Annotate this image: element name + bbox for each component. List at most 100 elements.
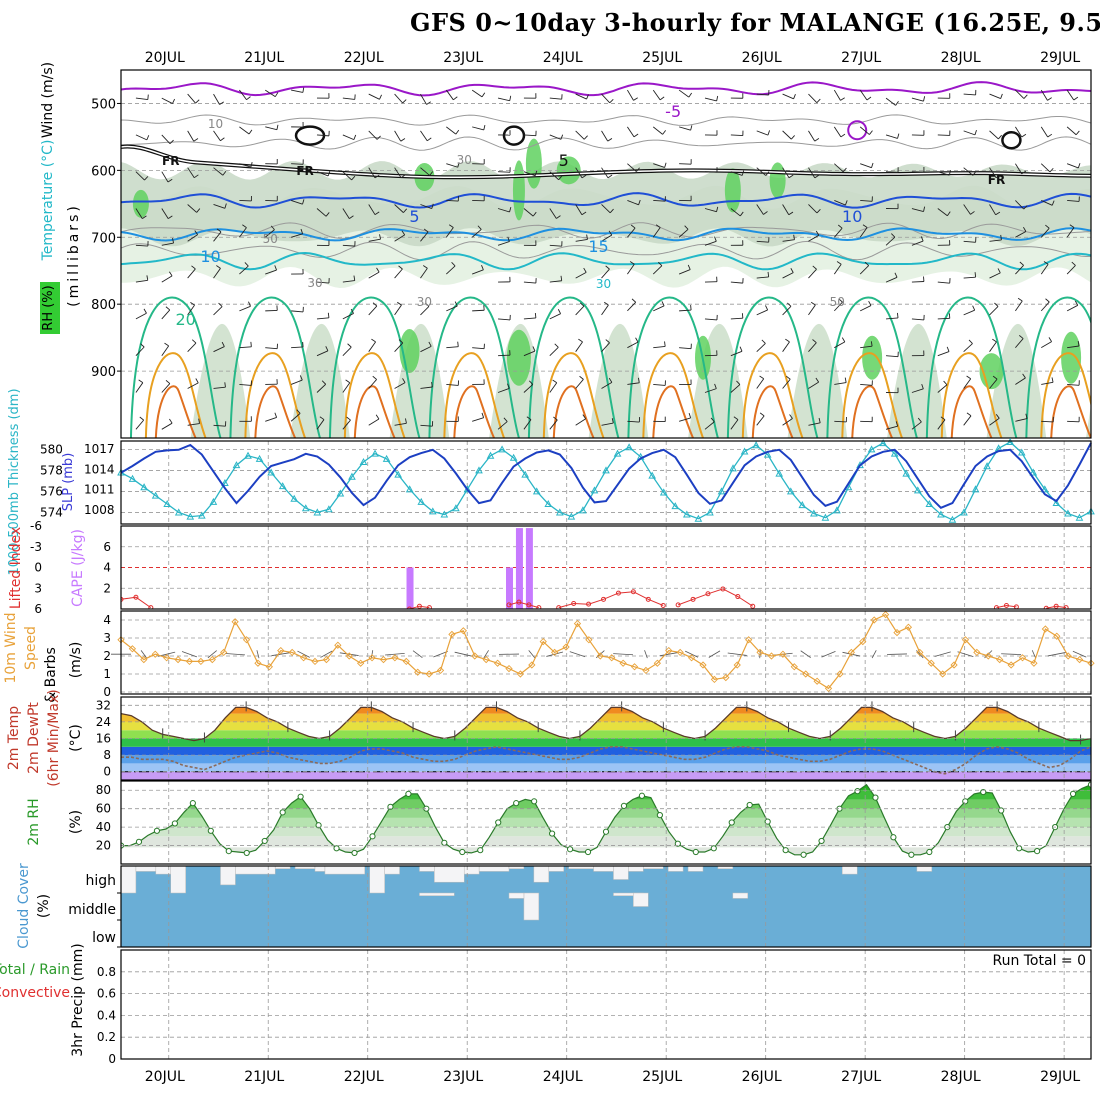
- wind-barb: [471, 229, 482, 238]
- thickness-point: [325, 505, 333, 513]
- wind-barb-flag: [220, 137, 225, 142]
- thickness-point: [140, 483, 148, 491]
- wind-barb: [523, 208, 534, 217]
- cloud-clear-block: [508, 892, 525, 899]
- contour-label: 10: [200, 247, 220, 266]
- lifted-tick-label: -6: [30, 519, 42, 533]
- rh-point: [854, 788, 861, 795]
- wind-barb-flag: [948, 170, 952, 176]
- wind-barb: [834, 200, 846, 206]
- temp-contour-25: [940, 352, 1003, 438]
- wind-speed-point: [996, 655, 1004, 664]
- lifted-index-point: [735, 594, 741, 600]
- wind-barb: [678, 269, 691, 275]
- wind-barb: [989, 272, 1001, 279]
- cloud-clear-block: [135, 865, 157, 872]
- wind-barb: [937, 134, 950, 136]
- wind-barb: [549, 346, 559, 357]
- wind-barb-flag: [1077, 163, 1081, 169]
- cloud-clear-block: [633, 892, 649, 907]
- wind-barb-flag: [688, 413, 692, 419]
- wind-barb: [989, 130, 999, 140]
- temp-contour-25: [642, 352, 704, 438]
- rh-point: [441, 839, 448, 846]
- date-label-top: 22JUL: [344, 50, 384, 66]
- wind-barb-flag: [970, 211, 975, 215]
- rh-point: [818, 837, 825, 845]
- wind-barb: [213, 386, 226, 389]
- wind-barb-flag: [716, 95, 719, 102]
- rh-point: [710, 845, 717, 852]
- wind-barb: [264, 229, 275, 238]
- wind-barb-flag: [146, 135, 150, 141]
- wind-barb-flag: [586, 234, 588, 240]
- rh-point: [459, 848, 466, 856]
- cape-bar: [525, 528, 533, 609]
- wind-barb: [963, 343, 973, 353]
- lifted-index-point: [526, 602, 532, 608]
- precip-frame: [120, 949, 1092, 1060]
- wind-barb: [394, 167, 402, 179]
- wind-barb: [627, 200, 639, 206]
- wind-barb-flag: [248, 129, 253, 135]
- temp-contour-30: [353, 385, 396, 438]
- wind-barb-flag: [1048, 337, 1053, 342]
- wind-speed-point: [756, 648, 764, 657]
- cape-frame: [120, 525, 1092, 610]
- wind-speed-point: [505, 664, 513, 673]
- wind-barb: [161, 345, 170, 356]
- lifted-index-point: [416, 603, 422, 609]
- wind-barb: [575, 418, 586, 426]
- wind-barb: [1015, 163, 1023, 175]
- wind-barb: [446, 126, 457, 135]
- wind-speed-point: [767, 652, 776, 660]
- precip-tick-label: 0: [108, 1052, 116, 1066]
- wind-barb-flag: [426, 101, 431, 105]
- lifted-index-point: [586, 601, 592, 607]
- lifted-index-point: [426, 605, 432, 609]
- wind-barb: [808, 422, 821, 426]
- wind-barb: [1066, 126, 1077, 136]
- wind-barb-flag: [638, 199, 641, 205]
- wind-barb-flag: [534, 312, 537, 319]
- temp-band: [121, 738, 1091, 747]
- ylabel-barbs: & Barbs: [43, 647, 59, 703]
- wind-barb-flag: [532, 346, 536, 352]
- wind-barb: [420, 306, 430, 316]
- wind-barb: [213, 130, 221, 141]
- contour-label: FR: [296, 164, 313, 178]
- wind-barb-flag: [767, 271, 770, 277]
- wind-barb: [1066, 89, 1075, 101]
- wind-barb: [860, 200, 873, 202]
- wind-barb: [368, 167, 376, 179]
- cape-bar: [506, 567, 513, 609]
- wind-barb: [859, 89, 868, 101]
- wind-barb-flag: [868, 300, 872, 306]
- wind-barb-flag: [270, 225, 275, 230]
- wind-barb-flag: [172, 238, 175, 244]
- temp-band: [121, 763, 1091, 772]
- wind-barb-flag: [144, 176, 149, 181]
- wind-speed-point: [961, 636, 970, 644]
- wind-barb-flag: [216, 265, 221, 269]
- rh-point: [926, 848, 933, 856]
- wind-barb-flag: [1071, 261, 1076, 266]
- wind-barb-flag: [193, 138, 199, 142]
- rh-point: [1087, 781, 1091, 788]
- wind-barb: [1067, 420, 1080, 423]
- contour-label: 15: [588, 237, 608, 256]
- wind-barb-flag: [895, 421, 899, 427]
- wind-barb: [601, 93, 611, 104]
- wind-barb: [549, 313, 561, 320]
- wind-barb: [756, 167, 767, 176]
- thickness-point: [405, 485, 414, 493]
- wind-barb: [446, 200, 459, 202]
- wind-barb-flag: [871, 162, 874, 168]
- wind-speed-point: [482, 655, 490, 664]
- wind-barb: [316, 208, 327, 217]
- thickness-point: [544, 499, 553, 508]
- thickness-point: [1029, 468, 1038, 476]
- rh-point: [872, 794, 879, 801]
- wind-speed-point: [653, 659, 661, 667]
- cloud-clear-block: [613, 865, 629, 880]
